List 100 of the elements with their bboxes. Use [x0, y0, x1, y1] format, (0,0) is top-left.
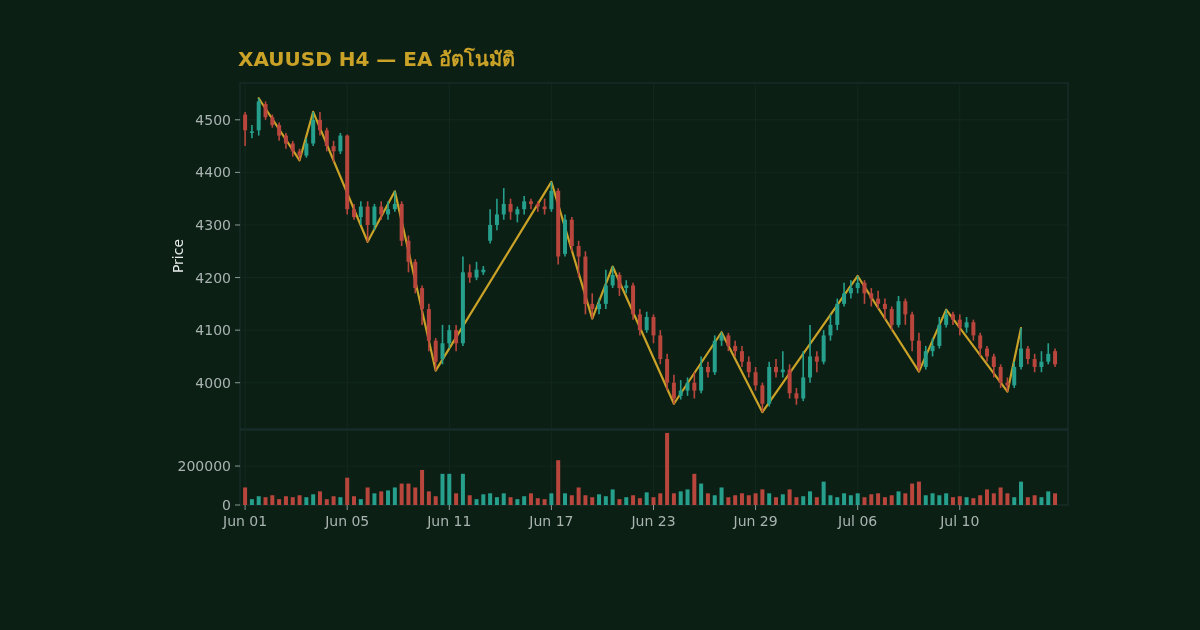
x-tick-label: Jul 06 [837, 513, 878, 529]
x-tick-label: Jun 11 [426, 513, 472, 529]
bar [392, 487, 397, 505]
candlestick [277, 121, 282, 142]
candlestick [808, 324, 813, 384]
candlestick [1039, 350, 1044, 374]
bar [263, 497, 268, 505]
bar [719, 487, 724, 505]
x-tick-label: Jul 10 [939, 513, 980, 529]
bar [610, 489, 615, 505]
bar [637, 498, 642, 505]
bar [814, 497, 819, 505]
bar [685, 489, 690, 505]
candlestick [617, 271, 622, 297]
candlestick [835, 297, 840, 331]
candlestick [488, 208, 493, 245]
candlestick [685, 376, 690, 397]
bar [345, 477, 350, 505]
candlestick [590, 292, 595, 320]
bar [787, 489, 792, 505]
candlestick [930, 337, 935, 358]
bar [944, 493, 949, 505]
bar [644, 492, 649, 505]
bar [277, 499, 282, 505]
bar [522, 496, 527, 505]
candlestick [624, 279, 629, 295]
bar [1012, 497, 1017, 505]
candlestick [746, 355, 751, 379]
candlestick [317, 111, 322, 137]
bar [542, 499, 547, 505]
candlestick [876, 289, 881, 310]
bar [563, 493, 568, 505]
bar [270, 495, 275, 505]
y-axis-title: Price [170, 238, 186, 274]
bar [433, 496, 438, 505]
x-tick-label: Jun 29 [732, 513, 778, 529]
candlestick [937, 316, 942, 350]
candlestick [549, 181, 554, 213]
bar [528, 493, 533, 505]
candlestick [671, 374, 676, 405]
bar [488, 493, 493, 505]
y-tick-label: 4000 [195, 374, 231, 391]
candlestick [801, 350, 806, 402]
line-series [257, 97, 1023, 414]
candlestick [1053, 347, 1058, 368]
bar [842, 493, 847, 505]
candlestick [848, 279, 853, 300]
candlestick [576, 239, 581, 279]
bar [835, 497, 840, 505]
bar [508, 497, 513, 505]
bar [930, 493, 935, 505]
candlestick [324, 126, 329, 153]
candlestick [699, 355, 704, 395]
candlestick [440, 324, 445, 366]
candlestick [828, 313, 833, 342]
bar [379, 491, 384, 505]
bar [556, 460, 561, 505]
bar [1019, 481, 1024, 505]
bar [576, 487, 581, 505]
candlestick [365, 200, 370, 243]
bar [651, 497, 656, 505]
bar [365, 487, 370, 505]
candlestick [739, 345, 744, 368]
bar [372, 493, 377, 505]
candlestick [311, 111, 316, 147]
bar [590, 497, 595, 505]
bar [481, 494, 486, 505]
candlestick [263, 100, 268, 121]
bar [753, 493, 758, 505]
chart-title: XAUUSD H4 — EA อัตโนมัติ [238, 47, 516, 71]
bar [426, 491, 431, 505]
candlestick [420, 284, 425, 326]
candlestick [1019, 327, 1024, 371]
candlestick [243, 111, 248, 147]
candlestick [474, 260, 479, 281]
bar [855, 493, 860, 505]
bar [896, 491, 901, 505]
candlestick [637, 308, 642, 337]
bar [352, 496, 357, 505]
bar [249, 499, 254, 505]
bar [705, 493, 710, 505]
bar [794, 497, 799, 505]
candlestick [1032, 353, 1037, 374]
candlestick [644, 310, 649, 334]
candlestick [331, 140, 336, 163]
bar [678, 491, 683, 505]
bar [256, 496, 261, 505]
bar [746, 495, 751, 505]
candlestick [978, 331, 983, 358]
bar [406, 483, 411, 505]
bar [910, 483, 915, 505]
candlestick [501, 187, 506, 221]
bar [413, 487, 418, 505]
candlestick [998, 363, 1003, 389]
candlestick [603, 268, 608, 310]
candlestick [971, 318, 976, 342]
bar [243, 487, 248, 505]
y-tick-label: 4300 [195, 216, 231, 233]
candlestick [304, 137, 309, 159]
bar [712, 495, 717, 505]
